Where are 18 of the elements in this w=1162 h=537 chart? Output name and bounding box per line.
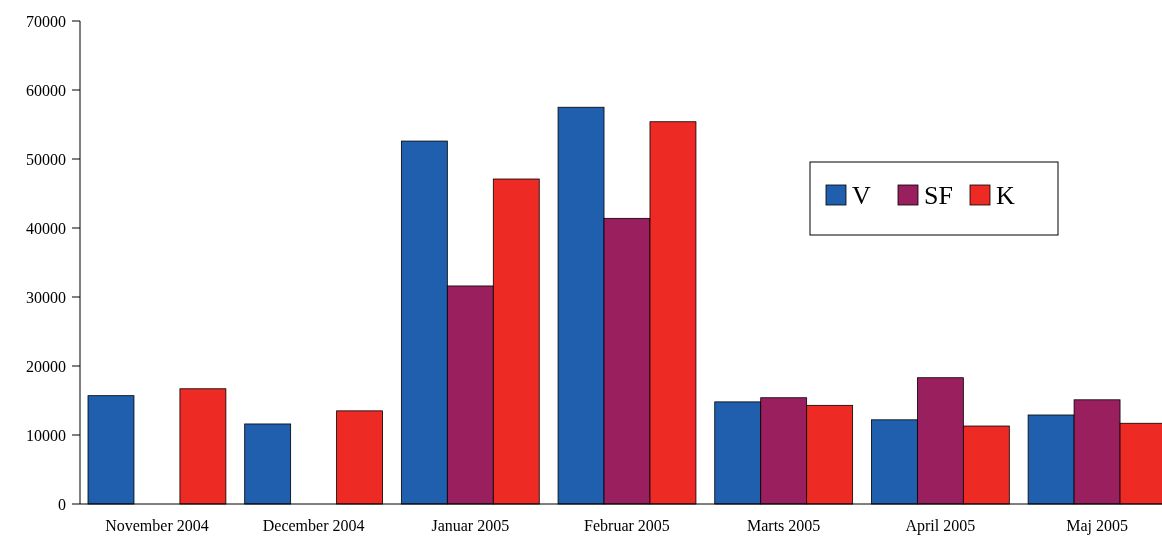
- x-tick-label: November 2004: [105, 517, 209, 534]
- x-tick-label: December 2004: [262, 517, 365, 534]
- y-tick-label: 30000: [26, 288, 66, 306]
- legend-label: K: [996, 181, 1015, 211]
- y-tick-label: 20000: [26, 357, 66, 375]
- legend-label: V: [852, 181, 871, 211]
- y-tick-label: 0: [58, 495, 66, 513]
- y-tick-label: 60000: [26, 81, 66, 99]
- y-tick-label: 50000: [26, 150, 66, 168]
- x-tick-label: Februar 2005: [584, 517, 670, 534]
- y-tick-label: 10000: [26, 426, 66, 444]
- legend-label: SF: [924, 181, 953, 211]
- x-tick-label: Marts 2005: [747, 517, 821, 534]
- y-tick-label: 40000: [26, 219, 66, 237]
- x-tick-label: Maj 2005: [1066, 517, 1128, 535]
- x-tick-label: April 2005: [905, 517, 976, 535]
- x-tick-label: Januar 2005: [431, 517, 510, 534]
- y-tick-label: 70000: [26, 12, 66, 30]
